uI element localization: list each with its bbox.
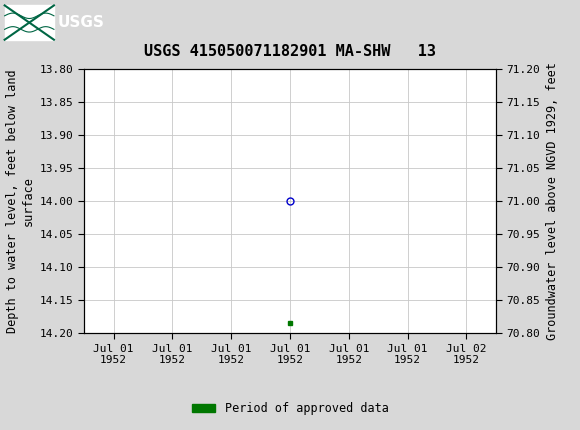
Text: USGS 415050071182901 MA-SHW   13: USGS 415050071182901 MA-SHW 13	[144, 44, 436, 59]
Y-axis label: Groundwater level above NGVD 1929, feet: Groundwater level above NGVD 1929, feet	[546, 62, 559, 340]
Text: USGS: USGS	[58, 15, 105, 30]
Legend: Period of approved data: Period of approved data	[187, 397, 393, 420]
Y-axis label: Depth to water level, feet below land
surface: Depth to water level, feet below land su…	[6, 69, 34, 333]
Bar	[5, 6, 54, 40]
